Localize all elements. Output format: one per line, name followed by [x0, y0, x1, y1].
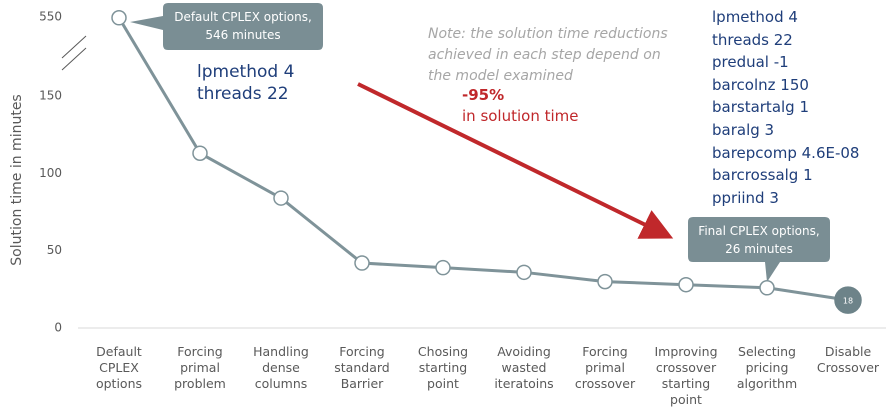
marker [435, 259, 451, 276]
y-tick-label: 50 [47, 243, 62, 257]
reduction: -95% [462, 86, 505, 104]
marker [516, 264, 532, 281]
y-tick-label: 0 [54, 321, 62, 335]
x-tick-label: Forcing standard Barrier [334, 344, 390, 391]
x-tick-label: Handling dense columns [253, 344, 309, 391]
marker [192, 145, 208, 161]
trend-arrow [357, 82, 674, 239]
param: threads 22 [197, 84, 289, 104]
callout-text: Final CPLEX options, 26 minutes [698, 224, 820, 256]
callout-box [688, 217, 830, 282]
y-tick-label: 100 [39, 166, 62, 180]
param: predual -1 [712, 53, 789, 72]
param: barstartalg 1 [712, 98, 810, 117]
line [117, 17, 849, 302]
reduction-text: in solution time [462, 107, 579, 125]
x-tick-label: Disable Crossover [816, 344, 880, 375]
param: barcrossalg 1 [712, 166, 813, 185]
y-tick-label: 150 [39, 89, 62, 103]
x-tick-label: Default CPLEX options [95, 344, 143, 391]
y-axis-label: Solution time in minutes [9, 94, 25, 265]
param: baralg 3 [712, 121, 775, 139]
axis-break [61, 35, 87, 59]
marker [834, 286, 862, 314]
x-tick-label: Forcing primal problem [174, 344, 226, 391]
marker [759, 280, 775, 296]
param: barcolnz 150 [712, 75, 809, 94]
marker [354, 255, 370, 271]
marker [597, 273, 613, 290]
note: Note: the solution time reductions achie… [428, 26, 668, 84]
x-tick-label: Forcing primal crossover [574, 344, 636, 391]
param: lpmethod 4 [197, 62, 295, 82]
y-tick-label: 550 [39, 10, 62, 24]
x-tick-label: Avoiding wasted iteratoins [494, 344, 554, 391]
param: barepcomp 4.6E-08 [712, 143, 860, 162]
callout-box [130, 3, 323, 50]
marker [678, 276, 694, 293]
x-tick-label: Improving crossover starting point [654, 344, 718, 407]
marker [273, 190, 289, 206]
callout-text: Default CPLEX options, 546 minutes [174, 10, 312, 42]
x-tick-label: Chosing starting point [417, 344, 469, 391]
param: ppriind 3 [712, 188, 779, 207]
marker [111, 10, 127, 26]
value-label: 18 [843, 297, 853, 306]
axis-break [61, 47, 87, 71]
param: lpmethod 4 [712, 8, 798, 26]
param: threads 22 [712, 30, 793, 49]
x-tick-label: Selecting pricing algorithm [736, 344, 798, 391]
